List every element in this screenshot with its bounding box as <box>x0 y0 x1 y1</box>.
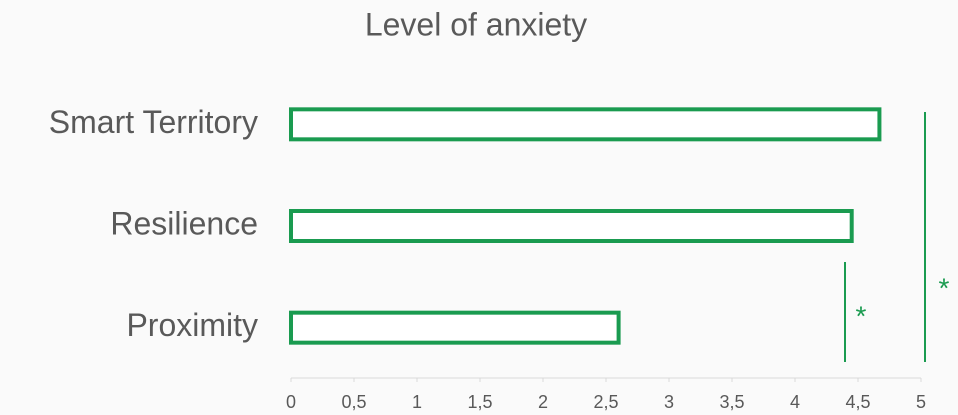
x-tick-label: 0 <box>286 392 296 412</box>
x-tick-label: 1,5 <box>467 392 492 412</box>
y-tick-label: Proximity <box>126 307 258 343</box>
significance-star: * <box>856 300 867 331</box>
x-tick-label: 5 <box>916 392 926 412</box>
bar <box>289 310 621 345</box>
x-tick-label: 1 <box>412 392 422 412</box>
chart-title: Level of anxiety <box>365 6 587 42</box>
significance-star: * <box>939 272 950 303</box>
x-tick-label: 0,5 <box>341 392 366 412</box>
x-tick-label: 3,5 <box>719 392 744 412</box>
y-tick-label: Smart Territory <box>49 104 258 140</box>
bar <box>289 107 882 142</box>
x-tick-label: 4 <box>790 392 800 412</box>
x-tick-label: 4,5 <box>845 392 870 412</box>
x-tick-label: 2 <box>538 392 548 412</box>
x-tick-label: 2,5 <box>593 392 618 412</box>
bar <box>289 209 854 243</box>
x-tick-label: 3 <box>664 392 674 412</box>
y-tick-label: Resilience <box>110 205 258 241</box>
